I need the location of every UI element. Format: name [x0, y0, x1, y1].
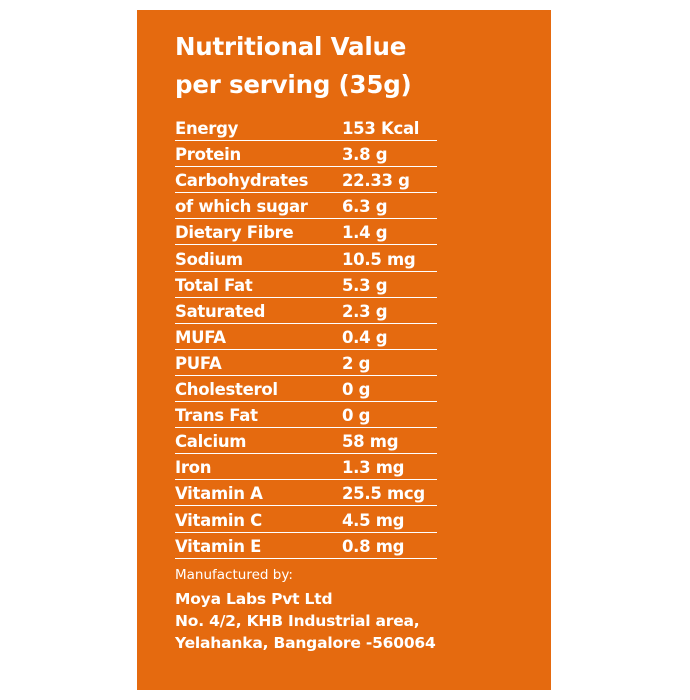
nutrient-amount: 0.4 g [342, 327, 388, 347]
nutrient-name: Vitamin E [175, 536, 262, 556]
nutrient-amount: 2.3 g [342, 301, 388, 321]
nutrition-row-dietary-fibre: Dietary Fibre 1.4 g [175, 219, 437, 246]
nutrient-name: Protein [175, 145, 241, 165]
nutrition-row-iron: Iron 1.3 mg [175, 454, 437, 481]
title-line-1: Nutritional Value [175, 32, 407, 61]
nutrition-row-mufa: MUFA 0.4 g [175, 324, 437, 350]
nutrient-name: Vitamin A [175, 484, 263, 504]
nutrition-row-vitamin-c: Vitamin C 4.5 mg [175, 506, 437, 533]
nutrient-name: Cholesterol [175, 380, 278, 400]
nutrient-name: Dietary Fibre [175, 223, 294, 243]
nutrition-row-cholesterol: Cholesterol 0 g [175, 376, 437, 403]
nutrient-amount: 6.3 g [342, 197, 388, 217]
nutrient-amount: 58 mg [342, 432, 399, 452]
nutrient-name: Vitamin C [175, 510, 262, 530]
nutrition-row-pufa: PUFA 2 g [175, 350, 437, 376]
nutrient-name: Trans Fat [175, 406, 258, 426]
manufactured-by-label: Manufactured by: [175, 567, 293, 583]
nutrient-amount: 153 Kcal [342, 119, 420, 139]
manufacturer-name: Moya Labs Pvt Ltd [175, 590, 333, 608]
nutrition-label-panel: Nutritional Value per serving (35g) Ener… [137, 10, 551, 690]
nutrition-row-protein: Protein 3.8 g [175, 141, 437, 168]
nutrient-name: Energy [175, 119, 239, 139]
nutrition-row-sodium: Sodium 10.5 mg [175, 245, 437, 272]
title-line-2: per serving (35g) [175, 70, 412, 99]
nutrient-name: Carbohydrates [175, 171, 309, 191]
nutrient-name: Calcium [175, 432, 247, 452]
nutrient-amount: 22.33 g [342, 171, 410, 191]
nutrient-amount: 25.5 mcg [342, 484, 425, 504]
address-line-1: No. 4/2, KHB Industrial area, [175, 612, 420, 630]
nutrient-amount: 0 g [342, 406, 371, 426]
nutrition-table: Energy 153 Kcal Protein 3.8 g Carbohydra… [175, 115, 437, 559]
nutrient-amount: 3.8 g [342, 145, 388, 165]
nutrition-row-calcium: Calcium 58 mg [175, 428, 437, 455]
nutrient-name: Total Fat [175, 275, 253, 295]
nutrient-amount: 4.5 mg [342, 510, 405, 530]
nutrient-amount: 0 g [342, 380, 371, 400]
address-line-2: Yelahanka, Bangalore -560064 [175, 634, 436, 652]
nutrient-name: of which sugar [175, 197, 308, 217]
nutrient-amount: 5.3 g [342, 275, 388, 295]
nutrition-row-trans-fat: Trans Fat 0 g [175, 402, 437, 429]
nutrient-amount: 2 g [342, 353, 371, 373]
nutrition-row-energy: Energy 153 Kcal [175, 115, 437, 142]
nutrient-name: Sodium [175, 249, 243, 269]
nutrient-amount: 1.3 mg [342, 458, 405, 478]
nutrition-row-total-fat: Total Fat 5.3 g [175, 272, 437, 298]
nutrient-name: Iron [175, 458, 212, 478]
nutrition-row-saturated: Saturated 2.3 g [175, 298, 437, 324]
nutrient-amount: 0.8 mg [342, 536, 405, 556]
nutrition-title: Nutritional Value per serving (35g) [175, 28, 412, 104]
nutrient-name: MUFA [175, 327, 226, 347]
nutrient-amount: 10.5 mg [342, 249, 416, 269]
nutrition-row-vitamin-e: Vitamin E 0.8 mg [175, 533, 437, 559]
nutrition-row-sugar: of which sugar 6.3 g [175, 193, 437, 220]
nutrition-row-carbohydrates: Carbohydrates 22.33 g [175, 167, 437, 194]
nutrient-name: PUFA [175, 353, 222, 373]
nutrient-amount: 1.4 g [342, 223, 388, 243]
manufacturer-address: Moya Labs Pvt Ltd No. 4/2, KHB Industria… [175, 588, 436, 654]
nutrition-row-vitamin-a: Vitamin A 25.5 mcg [175, 480, 437, 507]
nutrient-name: Saturated [175, 301, 266, 321]
